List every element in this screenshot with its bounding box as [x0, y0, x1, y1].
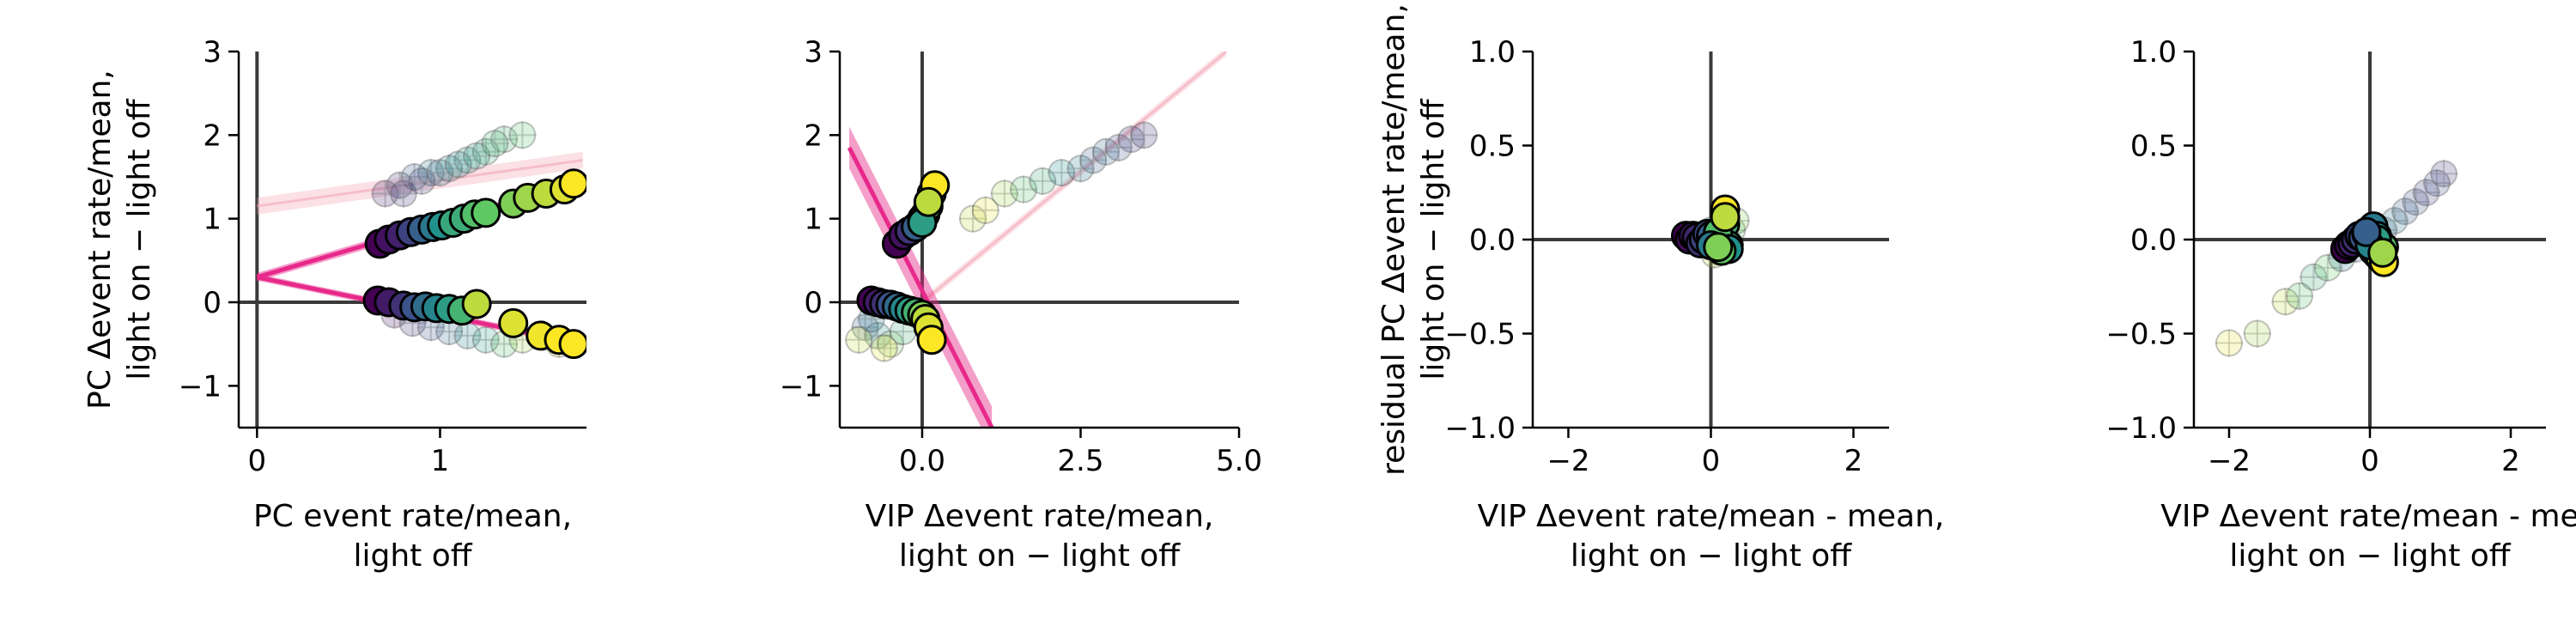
faint-point — [2215, 329, 2243, 357]
faint-point — [1010, 175, 1038, 204]
faint-point — [386, 171, 414, 199]
x-tick-label: 5.0 — [1216, 444, 1262, 478]
y-tick-label: 0.0 — [1469, 223, 1516, 258]
faint-point — [389, 179, 417, 208]
faint-point — [463, 142, 491, 170]
data-point — [558, 329, 586, 360]
data-point — [1703, 232, 1734, 263]
x-axis-label: VIP Δevent rate/mean, — [866, 499, 1214, 534]
data-point — [913, 186, 944, 217]
x-tick-label: 2 — [2501, 444, 2520, 478]
faint-point — [1048, 159, 1076, 187]
y-tick-label: 0.5 — [1469, 130, 1516, 164]
y-tick-label: −1 — [179, 369, 222, 404]
faint-point — [2430, 160, 2458, 188]
data-point — [558, 168, 586, 199]
y-tick-label: 1 — [203, 203, 222, 237]
faint-point — [508, 121, 537, 149]
x-tick-label: 0 — [247, 444, 266, 478]
fit-line — [847, 146, 994, 428]
panel-residual-vs-vip: −2 0 2 −1.0 −0.5 0.0 0.5 1.0 VIP Δevent rate/mea… — [1376, 3, 1944, 574]
data-point — [461, 289, 492, 319]
y-tick-label: 2 — [804, 118, 823, 153]
x-tick-label: 2.5 — [1057, 444, 1103, 478]
y-axis-label: light on − light off — [1416, 98, 1451, 380]
faint-point — [971, 196, 999, 224]
plot-area — [840, 52, 1239, 428]
faint-point — [990, 179, 1018, 208]
faint-point — [2286, 282, 2313, 310]
faint-point — [444, 150, 472, 179]
faint-point — [2313, 253, 2342, 282]
panel-pc-vs-rate: 0 1 −1 0 1 2 3 PC event rate/mean, light off PC Δ… — [82, 35, 586, 574]
y-axis-label: PC Δevent rate/mean, — [82, 70, 118, 410]
data-point — [916, 325, 947, 355]
faint-point — [471, 325, 500, 354]
y-tick-label: 1 — [804, 203, 823, 237]
x-axis-label: light on − light off — [899, 538, 1181, 574]
faint-point — [2243, 319, 2271, 348]
x-axis-label: light on − light off — [2229, 538, 2511, 574]
x-axis-label: PC event rate/mean, — [253, 499, 572, 534]
y-tick-label: 0.5 — [2130, 130, 2177, 164]
panel-pc-vs-vip: 0.0 2.5 5.0 −1 0 1 2 3 VIP Δevent rate/mean, ligh… — [780, 35, 1262, 574]
faint-point — [870, 334, 898, 362]
y-tick-label: 1.0 — [1469, 35, 1516, 70]
x-tick-label: −2 — [2208, 444, 2251, 478]
faint-point — [400, 163, 428, 191]
plot-area — [1533, 52, 1889, 428]
faint-point — [471, 137, 500, 166]
faint-point — [2412, 179, 2440, 207]
faint-fit-line — [920, 52, 1228, 304]
x-axis-label: light on − light off — [1571, 538, 1852, 574]
y-axis-label: light on − light off — [122, 98, 157, 380]
y-tick-label: −1.0 — [1444, 411, 1516, 446]
panel-vip-centered: −2 0 2 −1.0 −0.5 0.0 0.5 1.0 VIP Δevent rate/mea… — [2105, 35, 2576, 574]
data-point — [2351, 216, 2382, 247]
x-tick-label: 1 — [431, 444, 450, 478]
x-tick-label: 0.0 — [899, 444, 945, 478]
y-tick-label: 0.0 — [2130, 223, 2177, 258]
x-axis-label: light off — [353, 538, 472, 574]
faint-point — [435, 155, 464, 183]
faint-point — [426, 159, 454, 187]
data-point — [2367, 237, 2398, 268]
faint-point — [490, 125, 519, 154]
x-tick-label: 0 — [2360, 444, 2379, 478]
data-point — [471, 197, 501, 228]
y-tick-label: −1 — [780, 369, 823, 404]
fit-band — [849, 126, 993, 428]
faint-point — [845, 325, 873, 354]
faint-point — [2402, 188, 2430, 216]
faint-fit-line — [257, 159, 583, 208]
faint-point — [1029, 167, 1057, 195]
y-tick-label: 2 — [203, 118, 222, 153]
y-tick-label: 0 — [203, 286, 222, 320]
x-axis-label: VIP Δevent rate/mean - mean, — [1478, 499, 1945, 534]
y-tick-label: −1.0 — [2105, 411, 2177, 446]
x-tick-label: −2 — [1546, 444, 1589, 478]
x-tick-label: 0 — [1702, 444, 1721, 478]
faint-point — [2300, 263, 2328, 291]
y-tick-label: 0 — [804, 286, 823, 320]
faint-point — [481, 130, 509, 158]
x-axis-label: VIP Δevent rate/mean - me — [2160, 499, 2576, 534]
data-point — [498, 307, 529, 338]
faint-point — [1130, 121, 1158, 149]
y-tick-label: 3 — [804, 35, 823, 70]
plot-area — [2194, 52, 2546, 428]
y-tick-label: −0.5 — [1444, 318, 1516, 352]
faint-point — [2391, 197, 2419, 226]
y-axis-label: residual PC Δevent rate/mean, — [1376, 3, 1412, 476]
faint-point — [453, 146, 482, 174]
plot-area — [239, 52, 586, 428]
y-tick-label: 1.0 — [2130, 35, 2177, 70]
faint-point — [408, 167, 436, 195]
y-tick-label: −0.5 — [2105, 318, 2177, 352]
data-point — [1710, 202, 1741, 233]
x-tick-label: 2 — [1844, 444, 1863, 478]
y-tick-label: 3 — [203, 35, 222, 70]
